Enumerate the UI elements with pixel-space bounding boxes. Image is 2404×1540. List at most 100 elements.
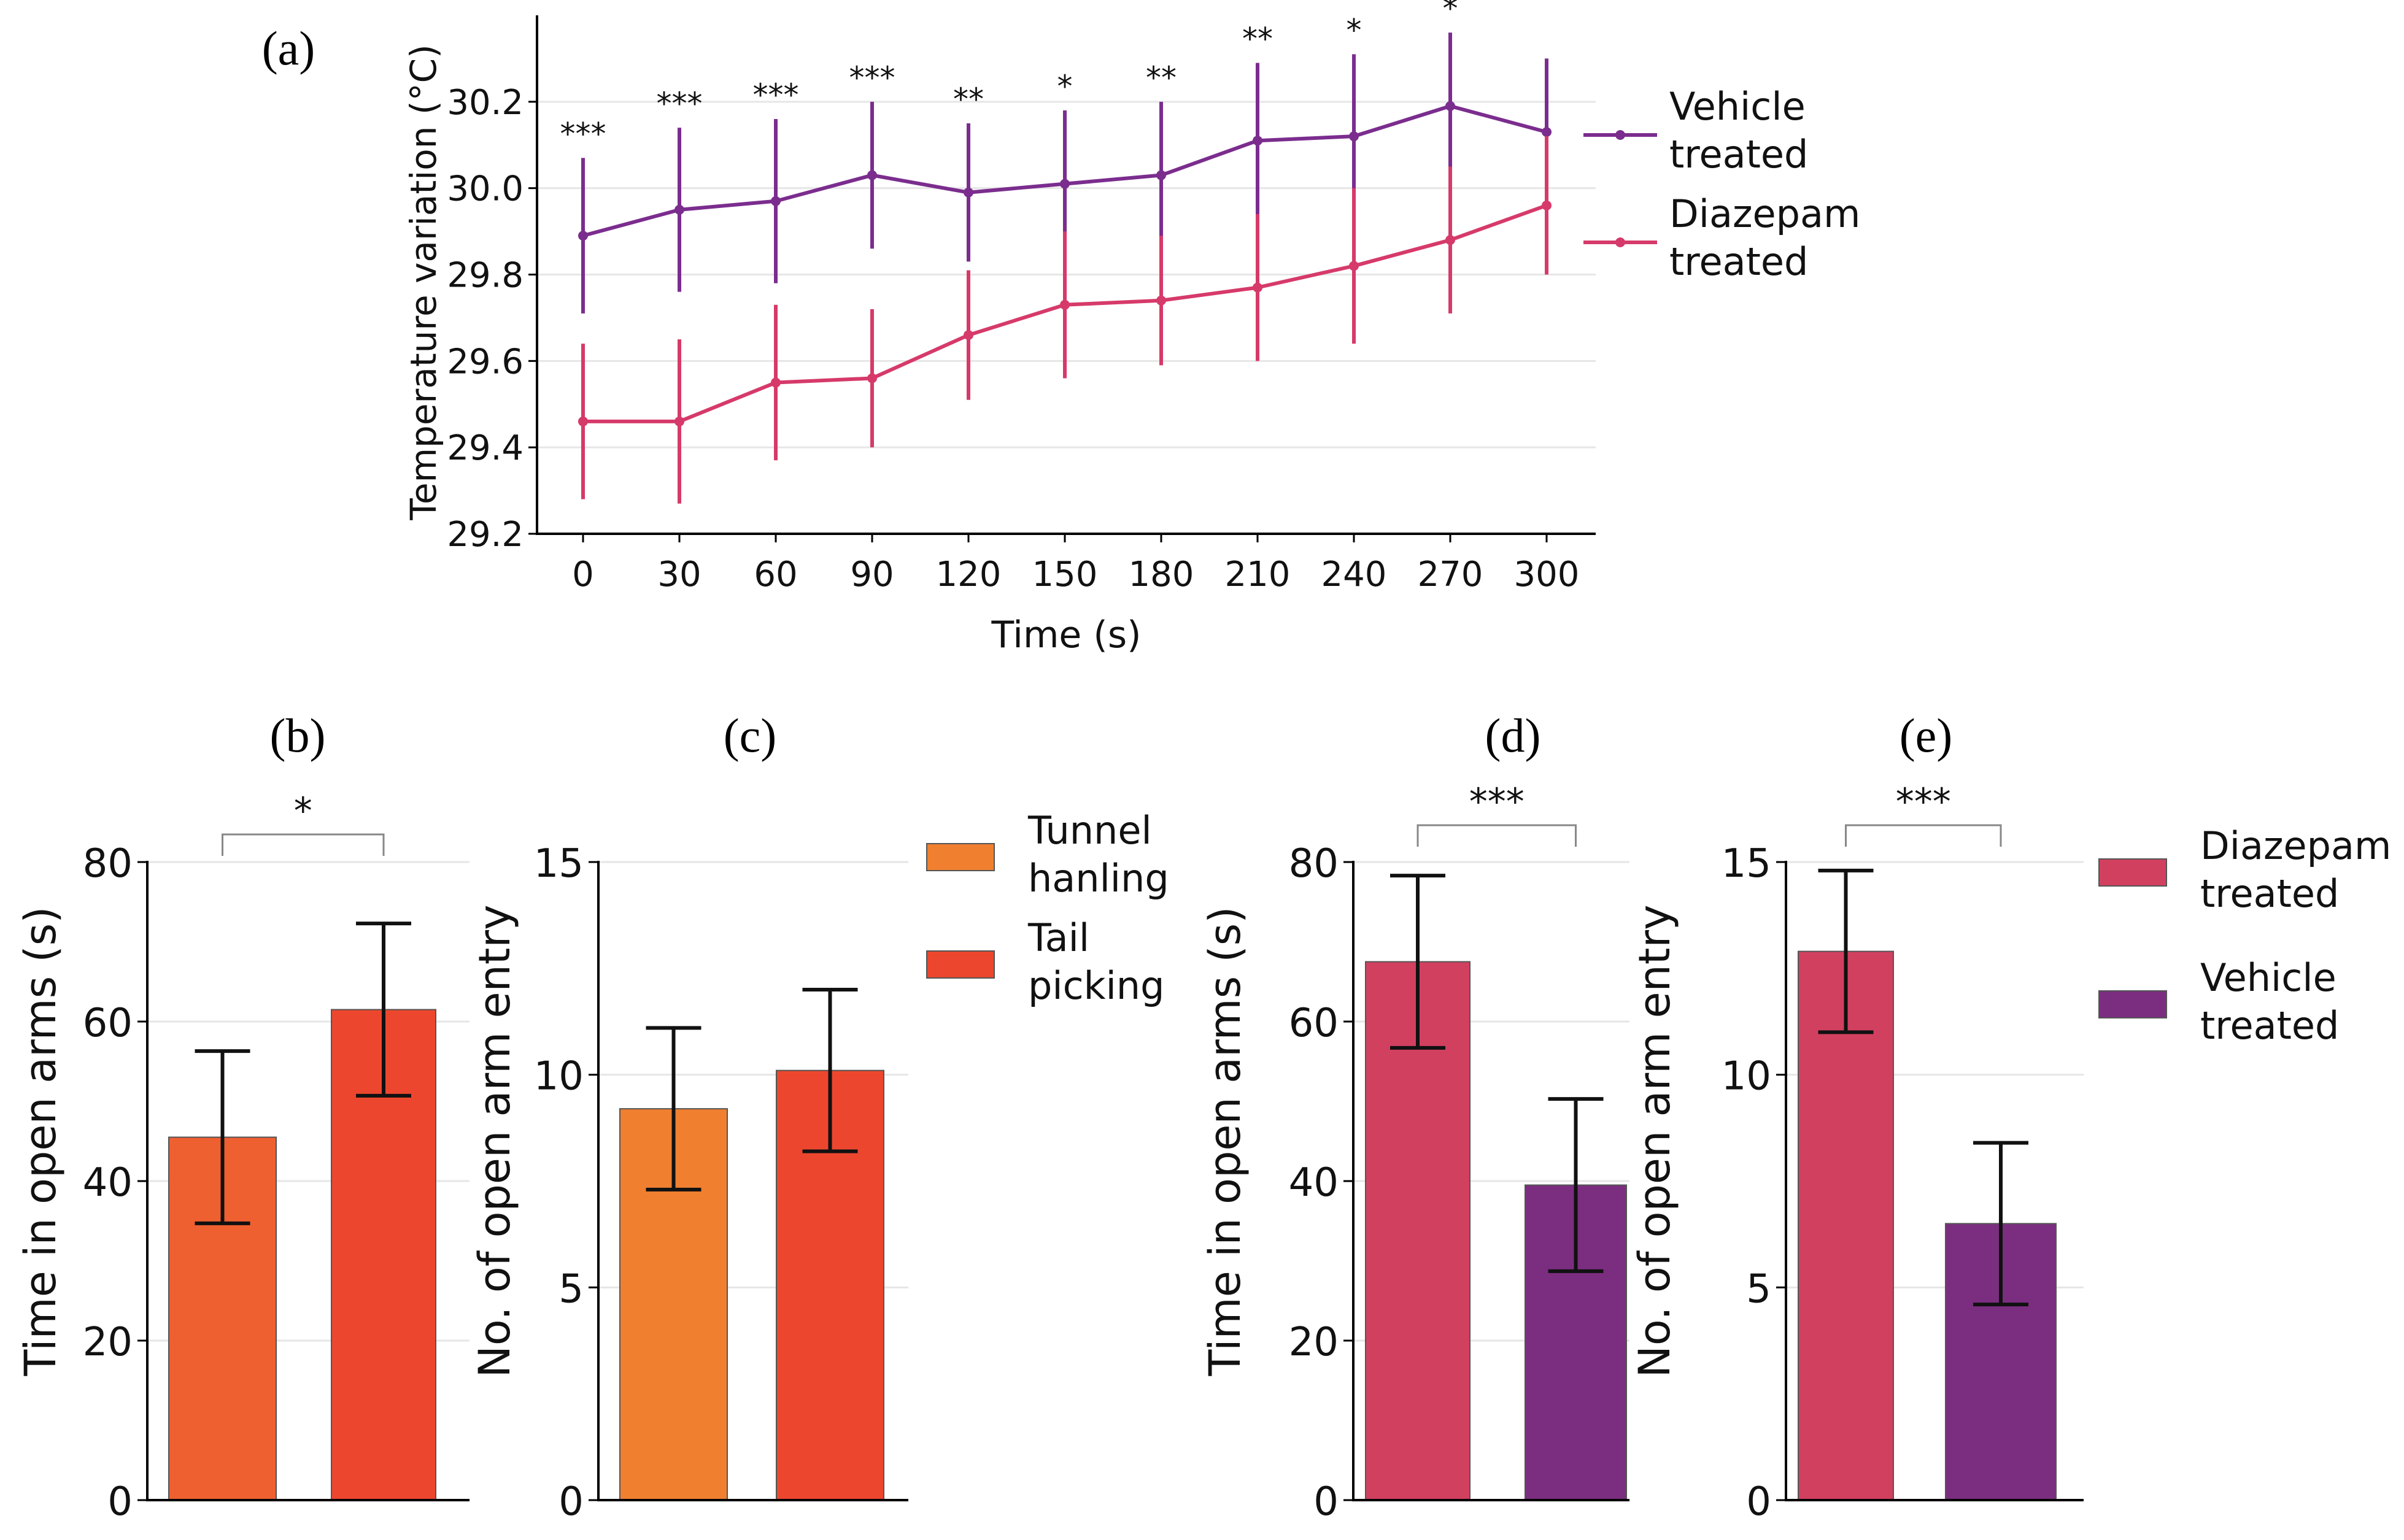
x-tick-label: 180	[1129, 555, 1194, 595]
legend-label: Diazepam	[1669, 191, 1860, 236]
data-point	[674, 416, 684, 426]
significance-marker: ***	[849, 60, 895, 96]
y-axis-label: No. of open arm entry	[470, 904, 520, 1377]
significance-marker: ***	[753, 77, 799, 113]
y-tick-label: 30.0	[447, 169, 524, 209]
x-tick-label: 240	[1321, 555, 1387, 595]
legend-label: picking	[1028, 963, 1164, 1008]
data-point	[1156, 170, 1166, 180]
y-axis-label: Time in open arms (s)	[1200, 906, 1250, 1376]
y-tick-label: 10	[534, 1054, 584, 1099]
data-point	[964, 330, 973, 341]
y-tick-label: 40	[83, 1160, 133, 1206]
legend-label: treated	[2200, 1003, 2339, 1048]
y-axis-label: Time in open arms (s)	[15, 906, 66, 1376]
bar-1	[1798, 950, 1894, 1501]
data-point	[1060, 299, 1070, 310]
significance-bracket	[222, 833, 385, 856]
data-point	[1445, 101, 1455, 111]
panel-a-line-chart: (a) 29.2 29.4 29.6 29.8 30.0 30.2 0 30 60 90 120 150…	[262, 0, 1861, 656]
panel-label: (e)	[1900, 709, 1953, 762]
data-point	[1156, 295, 1166, 306]
y-tick-label: 29.2	[447, 515, 524, 555]
legend-label: treated	[2200, 871, 2339, 916]
significance-marker: ***	[657, 86, 703, 121]
data-point	[1349, 131, 1359, 142]
y-tick-label: 20	[83, 1320, 133, 1365]
panel-e-bar-chart: (e) 0 5 10 15 No. of open arm entry *** Diazepa…	[1629, 709, 2391, 1525]
x-tick-label: 300	[1514, 555, 1580, 595]
panel-label: (c)	[724, 709, 777, 762]
x-tick-label: 210	[1225, 555, 1291, 595]
y-tick-label: 0	[558, 1479, 584, 1525]
significance-marker: ***	[560, 116, 606, 152]
y-tick-label: 29.4	[447, 428, 524, 468]
x-tick-label: 0	[572, 555, 594, 595]
data-point	[1445, 235, 1455, 245]
bar-1	[1365, 961, 1471, 1501]
data-point	[578, 231, 588, 241]
y-tick-label: 80	[1289, 841, 1339, 887]
legend-label: Vehicle	[2200, 955, 2336, 1000]
y-tick-label: 0	[107, 1479, 133, 1525]
significance-marker: **	[1146, 60, 1177, 96]
data-point	[1542, 127, 1552, 137]
legend-swatch	[926, 950, 995, 979]
legend-marker	[1615, 130, 1625, 140]
data-point	[867, 373, 877, 383]
y-tick-label: 29.8	[447, 256, 524, 296]
legend-swatch	[926, 843, 995, 871]
y-tick-label: 0	[1746, 1479, 1771, 1525]
significance-marker: **	[953, 82, 984, 117]
significance-marker: ***	[1469, 780, 1525, 823]
significance-marker: *	[1057, 69, 1073, 104]
data-point	[1542, 200, 1552, 210]
significance-marker: **	[1242, 21, 1273, 56]
x-tick-label: 30	[657, 555, 701, 595]
panel-d-bar-chart: (d) 0 20 40 60 80 Time in open arms (s) ***	[1200, 709, 1629, 1525]
legend-label: treated	[1669, 239, 1808, 284]
x-tick-label: 150	[1032, 555, 1098, 595]
legend-label: hanling	[1028, 856, 1169, 901]
y-tick-label: 0	[1313, 1479, 1339, 1525]
significance-bracket	[1417, 824, 1577, 847]
data-point	[1060, 179, 1070, 189]
data-point	[578, 416, 588, 426]
legend-label: Diazepam	[2200, 823, 2391, 868]
data-point	[1349, 261, 1359, 271]
significance-marker: ***	[1896, 780, 1951, 823]
panel-c-bar-chart: (c) 0 5 10 15 No. of open arm entry Tunnelhanl…	[470, 709, 1169, 1525]
x-tick-label: 270	[1418, 555, 1483, 595]
legend-marker	[1615, 237, 1625, 247]
y-tick-label: 5	[558, 1266, 584, 1312]
legend-label: treated	[1669, 132, 1808, 177]
legend-label: Tunnel	[1027, 808, 1152, 853]
x-axis-label: Time (s)	[991, 614, 1142, 656]
y-tick-label: 60	[83, 1001, 133, 1046]
significance-marker: *	[294, 790, 312, 833]
significance-marker: *	[1347, 12, 1362, 48]
y-tick-label: 10	[1722, 1054, 1771, 1099]
y-tick-label: 40	[1289, 1160, 1339, 1206]
y-tick-label: 60	[1289, 1001, 1339, 1046]
y-tick-label: 29.6	[447, 342, 524, 382]
data-point	[771, 196, 781, 206]
legend-label: Tail	[1027, 915, 1089, 960]
data-point	[771, 377, 781, 388]
y-tick-label: 80	[83, 841, 133, 887]
y-tick-label: 15	[1722, 841, 1771, 887]
y-tick-label: 20	[1289, 1320, 1339, 1365]
y-tick-label: 5	[1746, 1266, 1771, 1312]
y-axis-label: No. of open arm entry	[1629, 904, 1680, 1377]
y-tick-label: 30.2	[447, 83, 524, 123]
data-point	[867, 170, 877, 180]
data-point	[674, 204, 684, 215]
data-point	[964, 187, 973, 198]
panel-b-bar-chart: (b) 0 20 40 60 80 Time in open arms (s) *	[15, 709, 470, 1525]
panel-label: (d)	[1485, 709, 1541, 762]
x-tick-label: 90	[850, 555, 894, 595]
panel-label-a: (a)	[262, 21, 315, 75]
panel-label: (b)	[270, 709, 326, 762]
significance-marker: *	[1443, 0, 1458, 26]
